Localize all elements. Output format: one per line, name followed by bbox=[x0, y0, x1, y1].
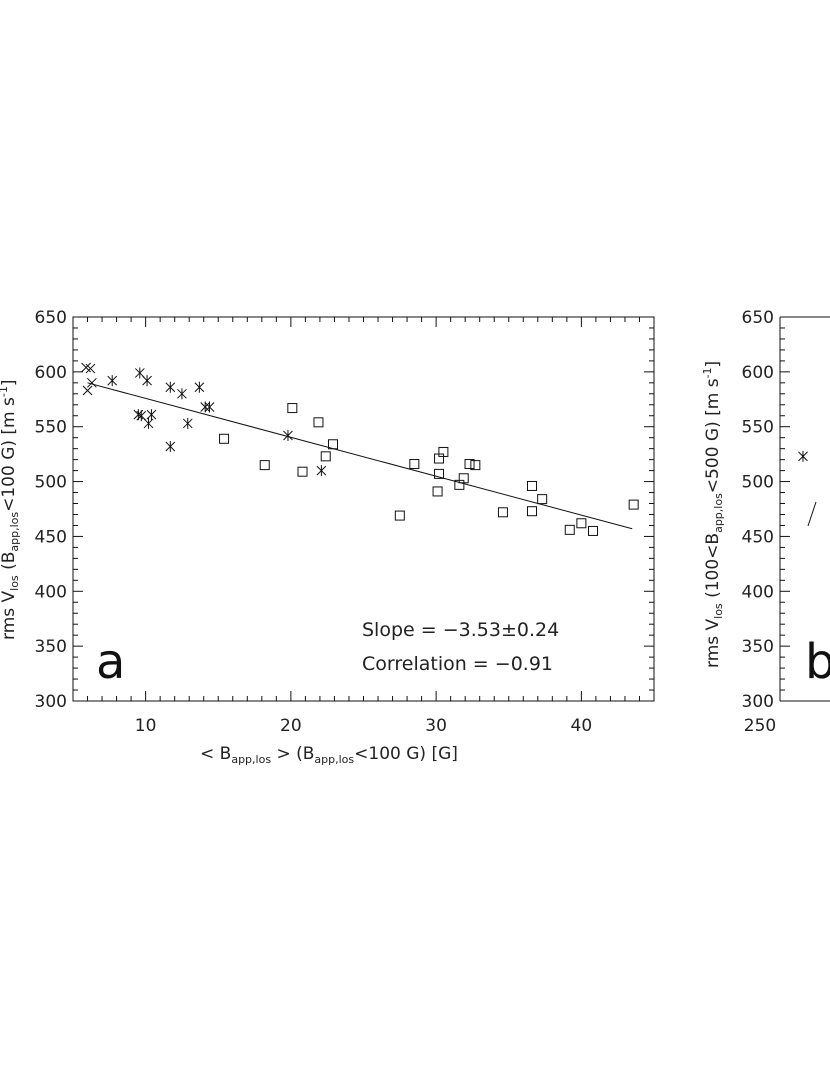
square-point bbox=[587, 525, 598, 536]
square-point bbox=[219, 433, 230, 444]
panel-b-y-tick-label: 650 bbox=[742, 308, 774, 328]
panel-b-x-tick-label-250: 250 bbox=[744, 716, 776, 736]
asterisk-point bbox=[165, 381, 176, 393]
asterisk-point bbox=[177, 388, 187, 400]
square-point bbox=[409, 459, 420, 470]
asterisk-point bbox=[204, 401, 215, 413]
asterisk-point bbox=[146, 409, 157, 421]
panel-b-fit-line bbox=[807, 501, 817, 527]
y-tick-label: 400 bbox=[35, 582, 67, 602]
x-point bbox=[87, 377, 97, 388]
x-tick-label: 30 bbox=[425, 716, 447, 736]
y-tick-label: 550 bbox=[35, 418, 67, 438]
panel-b-y-tick-label: 500 bbox=[742, 473, 774, 493]
square-point bbox=[287, 403, 298, 414]
y-tick-label: 650 bbox=[35, 308, 67, 328]
x-tick-label: 20 bbox=[280, 716, 302, 736]
slope-annotation: Slope = −3.53±0.24 bbox=[362, 619, 559, 641]
square-point bbox=[297, 466, 308, 477]
x-point bbox=[82, 385, 93, 396]
asterisk-point bbox=[165, 440, 176, 452]
asterisk-point bbox=[283, 429, 293, 441]
square-point bbox=[537, 494, 548, 505]
square-point bbox=[464, 459, 475, 470]
panel-b-letter: b bbox=[805, 634, 830, 690]
x-point-stroke bbox=[85, 363, 96, 374]
square-point bbox=[470, 460, 481, 471]
x-point-stroke bbox=[81, 362, 91, 373]
asterisk-point bbox=[142, 375, 152, 387]
square-point bbox=[576, 518, 587, 529]
y-tick-label: 500 bbox=[35, 473, 67, 493]
panel-a-points bbox=[81, 362, 639, 536]
square-point bbox=[313, 417, 324, 428]
correlation-annotation: Correlation = −0.91 bbox=[362, 653, 553, 675]
square-point bbox=[438, 446, 449, 457]
x-point bbox=[85, 363, 96, 374]
panel-b-y-tick-label: 300 bbox=[742, 692, 774, 712]
asterisk-point bbox=[107, 375, 118, 387]
panel-b-y-tick-label: 350 bbox=[742, 637, 774, 657]
y-tick-label: 300 bbox=[35, 692, 67, 712]
asterisk-point bbox=[194, 381, 205, 393]
square-point bbox=[394, 510, 405, 521]
asterisk-point bbox=[316, 465, 327, 477]
panel-a-frame bbox=[72, 316, 655, 702]
square-point bbox=[497, 507, 508, 518]
square-point bbox=[526, 480, 537, 491]
panel-a-y-axis-label: rms Vlos (Bapp,los<100 G) [m s-1] bbox=[0, 380, 21, 640]
panel-a-tick-labels: 10 20 30 40 300 350 400 450 500 550 600 650 bbox=[35, 308, 593, 736]
square-point bbox=[564, 524, 575, 535]
square-point bbox=[320, 451, 331, 462]
square-point bbox=[432, 486, 443, 497]
y-tick-label: 450 bbox=[35, 527, 67, 547]
y-tick-label: 600 bbox=[35, 363, 67, 383]
panel-a-ticks bbox=[73, 316, 654, 702]
x-tick-label: 40 bbox=[571, 716, 593, 736]
x-point-stroke bbox=[82, 385, 93, 396]
panel-b-asterisk-point bbox=[798, 450, 808, 462]
panel-b-y-tick-label: 600 bbox=[742, 363, 774, 383]
asterisk-point bbox=[143, 417, 154, 429]
panel-b-y-axis-label: rms Vlos (100<Bapp,los<500 G) [m s-1] bbox=[701, 361, 725, 668]
square-point bbox=[526, 506, 537, 517]
square-point bbox=[458, 473, 469, 484]
panel-a-fit-line bbox=[87, 382, 633, 530]
panel-b-y-tick-label: 550 bbox=[742, 418, 774, 438]
asterisk-point bbox=[182, 417, 193, 429]
square-point bbox=[628, 499, 639, 510]
y-tick-label: 350 bbox=[35, 637, 67, 657]
x-tick-label: 10 bbox=[135, 716, 157, 736]
panel-b-y-tick-label: 450 bbox=[742, 527, 774, 547]
square-point bbox=[259, 460, 270, 471]
panel-a-letter: a bbox=[96, 634, 125, 690]
panel-b-points bbox=[798, 450, 808, 462]
panel-b-tick-labels: 300 350 400 450 500 550 600 650 bbox=[742, 308, 774, 712]
panel-a-x-axis-label: < Bapp,los > (Bapp,los<100 G) [G] bbox=[200, 744, 458, 766]
x-point-stroke bbox=[87, 377, 97, 388]
panel-b-ticks bbox=[780, 316, 790, 702]
panel-b-y-tick-label: 400 bbox=[742, 582, 774, 602]
square-point bbox=[434, 468, 445, 479]
